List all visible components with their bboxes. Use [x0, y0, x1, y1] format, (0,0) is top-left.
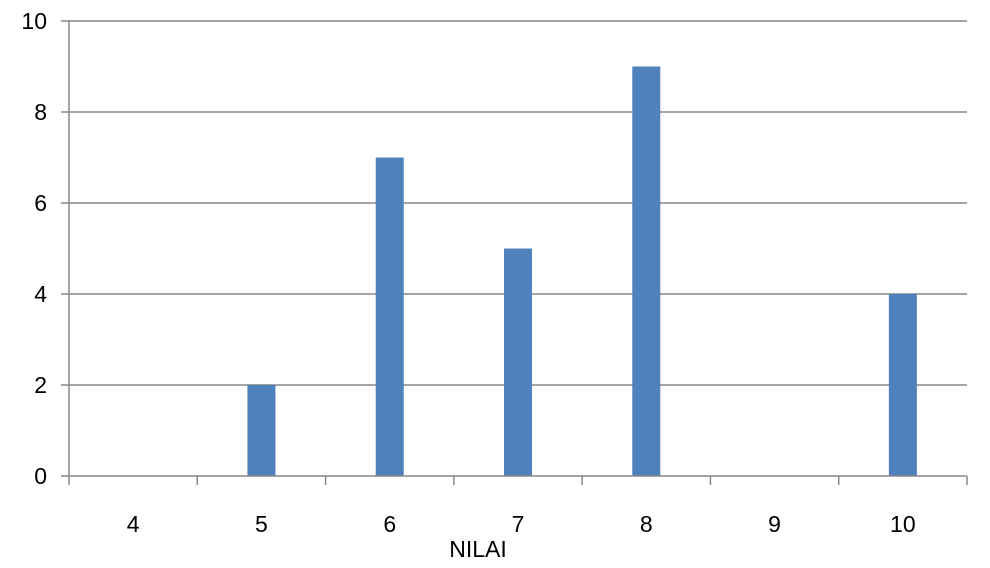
x-tick-label: 9: [768, 511, 781, 537]
bar-5: [247, 385, 276, 476]
x-tick-label: 10: [890, 511, 916, 537]
bar-6: [375, 157, 404, 476]
bar-10: [888, 294, 917, 476]
bar-7: [504, 248, 532, 476]
x-axis-title: NILAI: [449, 536, 507, 562]
gridlines: [69, 20, 967, 386]
y-tick-label: 0: [34, 463, 47, 489]
x-tick-labels: 4 5 6 7 8 9 10: [127, 511, 916, 537]
x-tick-label: 4: [127, 511, 140, 537]
x-tick-label: 7: [512, 511, 525, 537]
bars: [247, 66, 917, 476]
bar-8: [632, 66, 661, 476]
axes: [61, 20, 968, 485]
y-tick-labels: 0 2 4 6 8 10: [21, 8, 47, 489]
y-tick-label: 4: [34, 281, 47, 307]
x-tick-label: 6: [383, 511, 396, 537]
y-tick-label: 6: [34, 190, 47, 216]
x-tick-label: 5: [255, 511, 268, 537]
y-tick-label: 2: [34, 372, 47, 398]
x-tick-label: 8: [640, 511, 653, 537]
y-tick-label: 10: [21, 8, 47, 34]
y-tick-label: 8: [34, 99, 47, 125]
